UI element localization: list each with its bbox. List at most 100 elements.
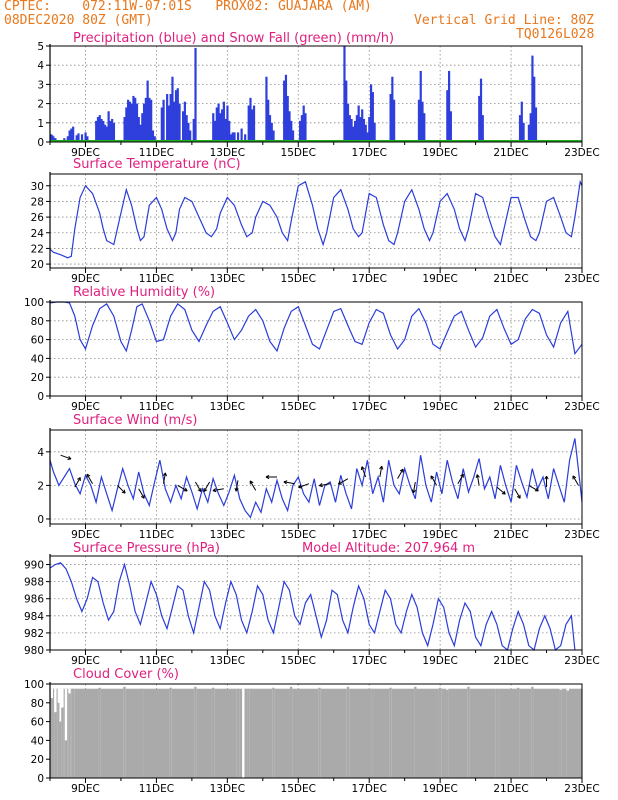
wind-arrow-shaft	[249, 480, 257, 491]
y-tick-label: 100	[24, 297, 44, 309]
y-tick-label: 20	[31, 259, 44, 271]
cloud-bar	[64, 740, 68, 778]
wind-arrow-head	[265, 474, 270, 478]
precip-bar	[128, 101, 131, 142]
precip-bar	[529, 113, 532, 142]
precip-bar	[251, 109, 254, 142]
wind-arrow-shaft	[361, 466, 367, 478]
cloud-bar	[467, 686, 470, 778]
precip-bar	[300, 115, 304, 142]
precip-bar	[371, 92, 374, 142]
y-tick-label: 2	[37, 99, 44, 111]
x-tick-label: 17DEC	[351, 783, 386, 795]
x-tick-label: 17DEC	[351, 655, 386, 667]
x-tick-label: 21DEC	[493, 401, 528, 413]
wind-arrow-shaft	[117, 485, 126, 494]
precip-bar	[141, 113, 144, 142]
wind-arrow-head	[572, 475, 577, 479]
wind-arrow-head	[546, 475, 549, 480]
cloud-bar	[194, 686, 197, 778]
precip-bar	[167, 105, 171, 142]
precip-bar	[183, 101, 186, 142]
wind-arrow-shaft	[476, 474, 480, 486]
precip-bar	[345, 80, 348, 142]
x-tick-label: 9DEC	[71, 401, 100, 413]
wind-arrow-head	[319, 483, 323, 487]
panel-title: Surface Wind (m/s)	[73, 413, 197, 428]
precip-bar	[284, 74, 288, 142]
precip-bar	[166, 94, 169, 142]
precip-bar	[132, 95, 135, 142]
x-tick-label: 11DEC	[139, 401, 174, 413]
precip-bar	[369, 84, 373, 142]
wind-arrow-head	[212, 488, 216, 492]
x-tick-label: 19DEC	[422, 273, 457, 285]
x-tick-label: 15DEC	[281, 401, 316, 413]
precip-bar	[368, 117, 371, 142]
precip-bar	[423, 113, 426, 142]
chart-panel-5: 980 982 984 986 988 990 9DEC 11DEC 13DEC 15DEC 17D…	[24, 541, 600, 667]
series-line	[49, 562, 576, 652]
y-tick-label: 0	[37, 137, 44, 149]
x-tick-label: 21DEC	[493, 273, 528, 285]
y-tick-label: 5	[37, 41, 44, 53]
precip-bar	[192, 118, 195, 142]
precip-bar	[75, 135, 78, 142]
wind-arrow-shaft	[86, 473, 93, 484]
cloud-bar	[371, 688, 374, 778]
precip-bar	[130, 103, 133, 142]
header-code: TQ0126L028	[516, 27, 595, 42]
chart-panel-3: 0 20 40 60 80 100 9DEC 11DEC 13DEC 15DEC 17DEC 19DE…	[24, 285, 600, 413]
y-tick-label: 80	[31, 698, 44, 710]
header-date: 08DEC2020 80Z (GMT)	[4, 13, 153, 28]
precip-bar	[421, 101, 424, 142]
y-tick-label: 40	[31, 735, 44, 747]
y-tick-label: 20	[31, 754, 44, 766]
x-tick-label: 23DEC	[564, 783, 599, 795]
cloud-bar	[531, 686, 534, 778]
x-tick-label: 15DEC	[281, 783, 316, 795]
precip-bar	[224, 118, 227, 142]
x-tick-label: 19DEC	[422, 401, 457, 413]
wind-arrow-shaft	[235, 480, 239, 492]
cloud-bar	[389, 687, 392, 778]
cloud-bar	[54, 712, 57, 778]
panel-title: Cloud Cover (%)	[73, 667, 179, 682]
panel-title: Surface Temperature (nC)	[73, 157, 241, 172]
precip-bar	[72, 126, 75, 142]
series-line	[49, 301, 583, 356]
x-tick-label: 13DEC	[210, 401, 245, 413]
header-coordinates: 072:11W-07:01S	[82, 0, 192, 14]
precip-bar	[98, 115, 101, 142]
wind-arrow-shaft	[457, 473, 464, 484]
cloud-bar	[346, 686, 350, 778]
precip-bar	[162, 99, 165, 142]
y-tick-label: 0	[37, 773, 44, 785]
wind-arrow-shaft	[412, 481, 416, 493]
precip-bar	[123, 117, 126, 142]
precip-bar	[479, 78, 483, 142]
precip-bar	[144, 97, 147, 142]
wind-arrow-shaft	[203, 481, 211, 492]
precip-bar	[109, 120, 112, 142]
cloud-bar	[68, 693, 71, 778]
precip-bar	[100, 118, 103, 142]
x-tick-label: 9DEC	[71, 147, 100, 159]
precip-bar	[146, 80, 149, 142]
precip-bar	[283, 80, 286, 142]
precip-bar	[77, 133, 80, 142]
y-tick-label: 4	[37, 447, 44, 459]
precip-bar	[226, 105, 229, 142]
series-line	[49, 179, 583, 259]
precip-bar	[518, 115, 522, 142]
precip-bar	[213, 120, 217, 142]
x-tick-label: 19DEC	[422, 655, 457, 667]
precip-bar	[174, 90, 178, 142]
x-tick-label: 17DEC	[351, 529, 386, 541]
precip-bar	[520, 101, 523, 142]
precip-bar	[348, 115, 351, 142]
precip-bar	[228, 120, 231, 142]
wind-arrow-head	[361, 466, 365, 470]
y-tick-label: 40	[31, 353, 44, 365]
precip-bar	[362, 118, 366, 142]
